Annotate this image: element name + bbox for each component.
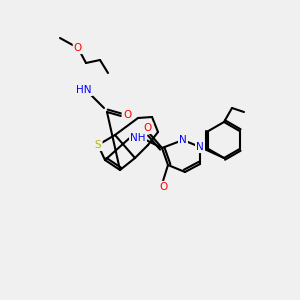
Text: N: N [196,142,204,152]
Text: N: N [196,142,204,152]
Text: O: O [74,43,82,53]
Text: O: O [74,43,82,53]
Text: N: N [179,135,187,145]
Text: S: S [95,140,101,150]
Text: HN: HN [76,85,92,95]
Text: NH: NH [130,133,146,143]
Text: NH: NH [130,133,146,143]
Text: O: O [123,110,131,120]
Text: O: O [159,182,167,192]
Text: O: O [144,123,152,133]
Text: N: N [179,135,187,145]
Text: O: O [123,110,131,120]
Text: O: O [159,182,167,192]
Text: S: S [95,140,101,150]
Text: HN: HN [76,85,92,95]
Text: O: O [144,123,152,133]
